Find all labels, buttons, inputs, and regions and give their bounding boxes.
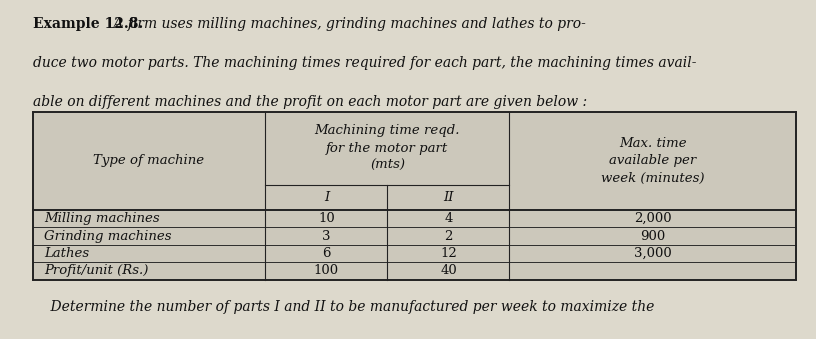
Text: Profit/unit (Rs.): Profit/unit (Rs.) [44, 264, 149, 277]
Text: Grinding machines: Grinding machines [44, 230, 171, 243]
Text: Lathes: Lathes [44, 247, 89, 260]
Text: 2,000: 2,000 [634, 212, 672, 225]
Text: Determine the number of parts I and II to be manufactured per week to maximize t: Determine the number of parts I and II t… [33, 300, 654, 314]
Text: 2: 2 [444, 230, 453, 243]
Text: 3,000: 3,000 [634, 247, 672, 260]
Text: Milling machines: Milling machines [44, 212, 160, 225]
Text: A firm uses milling machines, grinding machines and lathes to pro-: A firm uses milling machines, grinding m… [109, 17, 586, 31]
Text: II: II [443, 191, 454, 204]
Text: duce two motor parts. The machining times required for each part, the machining : duce two motor parts. The machining time… [33, 56, 696, 70]
Text: Max. time
available per
week (minutes): Max. time available per week (minutes) [601, 137, 704, 185]
Text: 40: 40 [440, 264, 457, 277]
Text: 10: 10 [318, 212, 335, 225]
Text: 12: 12 [440, 247, 457, 260]
Text: I: I [324, 191, 329, 204]
Text: able on different machines and the profit on each motor part are given below :: able on different machines and the profi… [33, 95, 587, 109]
Text: 900: 900 [640, 230, 665, 243]
Text: Example 12.8.: Example 12.8. [33, 17, 143, 31]
Text: Type of machine: Type of machine [93, 155, 205, 167]
Text: 3: 3 [322, 230, 330, 243]
Text: 4: 4 [444, 212, 453, 225]
Text: Machining time reqd.
for the motor part
(mts): Machining time reqd. for the motor part … [315, 124, 460, 172]
Text: 6: 6 [322, 247, 330, 260]
Text: 100: 100 [314, 264, 339, 277]
